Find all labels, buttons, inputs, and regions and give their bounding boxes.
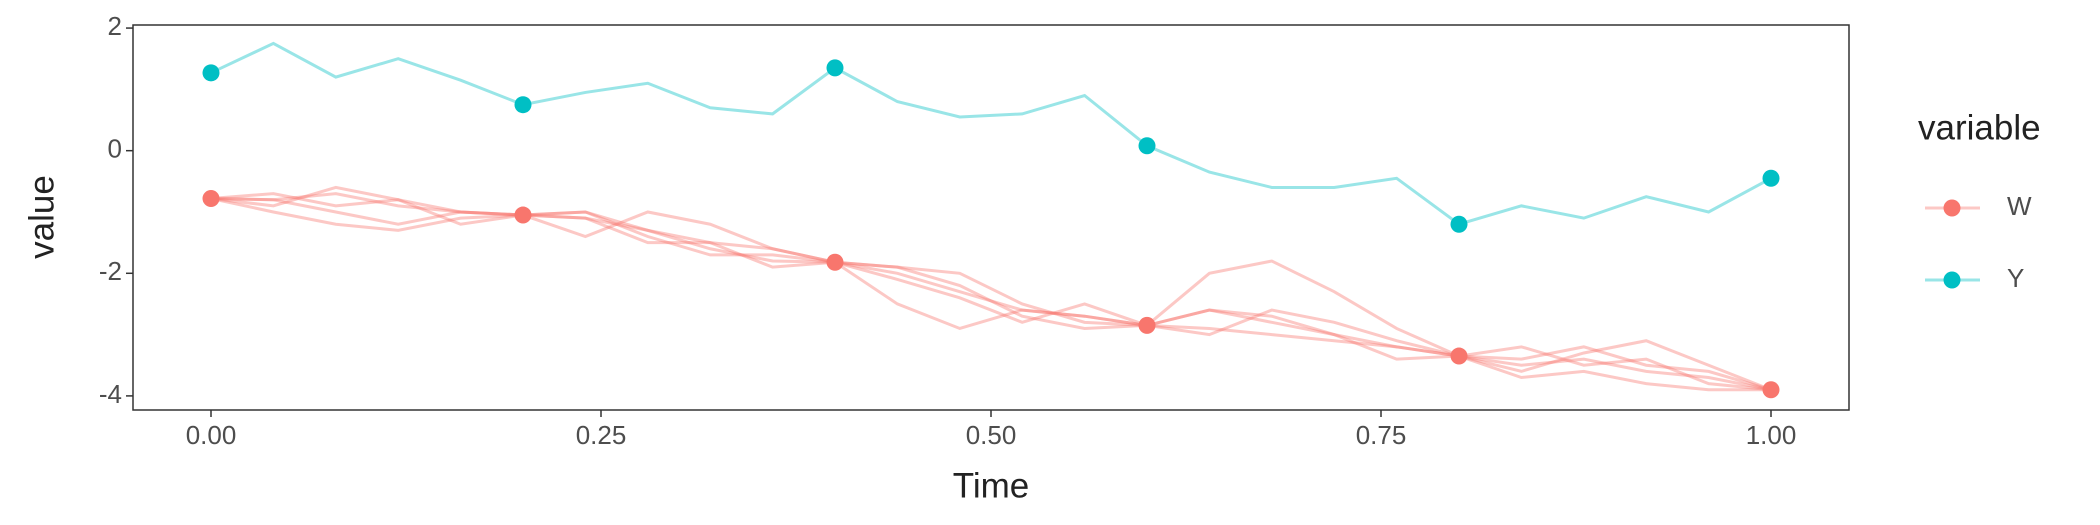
series-point	[514, 96, 532, 114]
y-axis-title: value	[22, 175, 61, 259]
series-point	[202, 64, 220, 82]
legend-key-point	[1943, 199, 1961, 217]
legend-key-point	[1943, 271, 1961, 289]
legend-label: Y	[2007, 263, 2024, 293]
series-point	[826, 59, 844, 77]
series-point	[514, 206, 532, 224]
series-point	[826, 253, 844, 271]
legend-label: W	[2007, 191, 2032, 221]
series-line	[210, 41, 1772, 226]
series-point	[1138, 137, 1156, 155]
x-tick-label: 0.75	[1356, 420, 1407, 450]
x-tick-label: 0.50	[966, 420, 1017, 450]
series-point	[1138, 316, 1156, 334]
series-line	[210, 192, 1772, 392]
y-tick-label: 2	[108, 11, 122, 41]
y-tick-label: -2	[99, 256, 122, 286]
series-point	[202, 189, 220, 207]
series-line	[210, 197, 1772, 392]
y-tick-label: 0	[108, 134, 122, 164]
series-line	[210, 196, 1772, 392]
x-tick-label: 1.00	[1746, 420, 1797, 450]
x-tick-label: 0.00	[186, 420, 237, 450]
series-point	[1762, 381, 1780, 399]
x-tick-label: 0.25	[576, 420, 627, 450]
series-line	[210, 185, 1771, 392]
series-point	[1450, 215, 1468, 233]
series-point	[1762, 169, 1780, 187]
x-axis-title: Time	[953, 466, 1029, 505]
y-tick-label: -4	[99, 379, 122, 409]
series-line	[210, 192, 1772, 392]
series-point	[1450, 347, 1468, 365]
legend-title: variable	[1918, 108, 2041, 147]
